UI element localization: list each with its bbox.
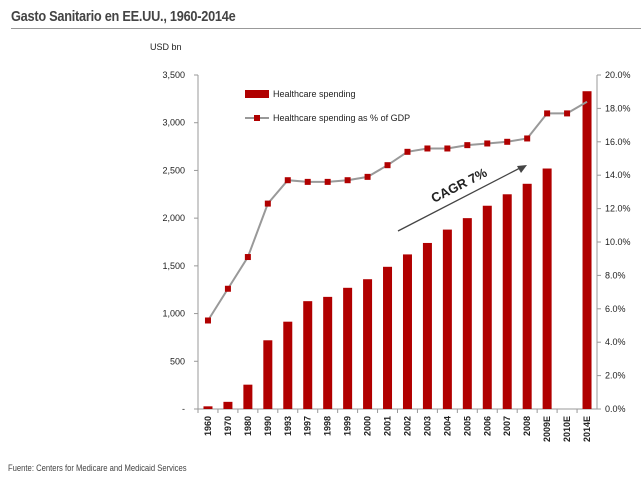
line-marker-2000 xyxy=(364,173,371,180)
bar-1990 xyxy=(263,340,273,409)
line-marker-2003 xyxy=(424,145,431,152)
y-tick-label: 3,500 xyxy=(162,70,185,80)
bar-1993 xyxy=(283,321,293,409)
line-marker-1993 xyxy=(284,177,291,184)
y-tick-label: 500 xyxy=(170,356,185,366)
y-tick-label: 2,500 xyxy=(162,165,185,175)
y2-tick-label: 10.0% xyxy=(605,237,631,247)
line-marker-1970 xyxy=(224,285,231,292)
y2-tick-label: 4.0% xyxy=(605,337,626,347)
bar-1970 xyxy=(223,401,233,409)
line-marker-2002 xyxy=(404,148,411,155)
x-tick-label: 2014E xyxy=(582,416,592,442)
y2-tick-label: 14.0% xyxy=(605,170,631,180)
y-tick-label: 1,500 xyxy=(162,261,185,271)
x-tick-label: 2000 xyxy=(363,416,373,436)
x-tick-label: 2006 xyxy=(482,416,492,436)
bar-2014E xyxy=(582,91,592,410)
x-tick-label: 2003 xyxy=(422,416,432,436)
x-tick-label: 1993 xyxy=(283,416,293,436)
legend-bar-label: Healthcare spending xyxy=(273,89,356,99)
title-divider xyxy=(11,28,641,29)
x-tick-label: 1970 xyxy=(223,416,233,436)
line-marker-1998 xyxy=(324,178,331,185)
x-tick-label: 2009E xyxy=(542,416,552,442)
x-tick-label: 2008 xyxy=(522,416,532,436)
bar-2003 xyxy=(422,242,432,409)
x-tick-label: 1980 xyxy=(243,416,253,436)
y2-tick-label: 12.0% xyxy=(605,204,631,214)
legend-line-label: Healthcare spending as % of GDP xyxy=(273,113,410,123)
y2-tick-label: 0.0% xyxy=(605,404,626,414)
line-marker-1999 xyxy=(344,177,351,184)
line-marker-1990 xyxy=(264,200,271,207)
y-tick-label: 3,000 xyxy=(162,118,185,128)
bar-2006 xyxy=(482,205,492,409)
x-tick-label: 1990 xyxy=(263,416,273,436)
line-marker-2009E xyxy=(544,110,551,117)
bar-2009E xyxy=(542,168,552,409)
y2-tick-label: 8.0% xyxy=(605,270,626,280)
y-tick-label: - xyxy=(182,404,185,414)
line-marker-2001 xyxy=(384,162,391,169)
legend-bar-swatch xyxy=(245,90,269,98)
bar-1998 xyxy=(323,296,333,409)
bar-1960 xyxy=(203,406,213,409)
source-note: Fuente: Centers for Medicare and Medicai… xyxy=(8,463,187,473)
bar-2007 xyxy=(502,194,512,409)
bar-1980 xyxy=(243,384,253,409)
line-marker-1960 xyxy=(204,317,211,324)
y2-tick-label: 20.0% xyxy=(605,70,631,80)
x-tick-label: 2002 xyxy=(402,416,412,436)
y-tick-label: 2,000 xyxy=(162,213,185,223)
x-tick-label: 2005 xyxy=(462,416,472,436)
x-tick-label: 2010E xyxy=(562,416,572,442)
line-marker-1980 xyxy=(244,254,251,261)
y-tick-label: 1,000 xyxy=(162,309,185,319)
cagr-arrow xyxy=(397,167,521,232)
y2-tick-label: 16.0% xyxy=(605,137,631,147)
line-marker-2007 xyxy=(504,138,511,145)
bar-2000 xyxy=(363,279,373,409)
cagr-arrowhead xyxy=(517,165,527,173)
y2-tick-label: 6.0% xyxy=(605,304,626,314)
y2-tick-label: 18.0% xyxy=(605,103,631,113)
line-marker-2004 xyxy=(444,145,451,152)
line-marker-2008 xyxy=(524,135,531,142)
bar-2001 xyxy=(383,266,393,409)
x-tick-label: 2004 xyxy=(442,416,452,436)
x-tick-label: 2007 xyxy=(502,416,512,436)
y-axis-label: USD bn xyxy=(150,42,182,52)
x-tick-label: 1997 xyxy=(303,416,313,436)
y2-tick-label: 2.0% xyxy=(605,371,626,381)
line-marker-2005 xyxy=(464,142,471,149)
bar-1999 xyxy=(343,287,353,409)
bar-2005 xyxy=(462,218,472,409)
bar-2008 xyxy=(522,183,532,409)
gdp-share-line xyxy=(207,100,588,322)
bar-2004 xyxy=(442,229,452,409)
x-tick-label: 1999 xyxy=(343,416,353,436)
x-tick-label: 2001 xyxy=(383,416,393,436)
chart-title: Gasto Sanitario en EE.UU., 1960-2014e xyxy=(11,8,236,25)
bar-1997 xyxy=(303,301,313,409)
x-tick-label: 1998 xyxy=(323,416,333,436)
line-marker-2006 xyxy=(484,140,491,147)
x-tick-label: 1960 xyxy=(203,416,213,436)
legend-line-marker xyxy=(254,115,260,121)
line-marker-1997 xyxy=(304,178,311,185)
line-marker-2010E xyxy=(564,110,571,117)
bar-2002 xyxy=(402,254,412,409)
